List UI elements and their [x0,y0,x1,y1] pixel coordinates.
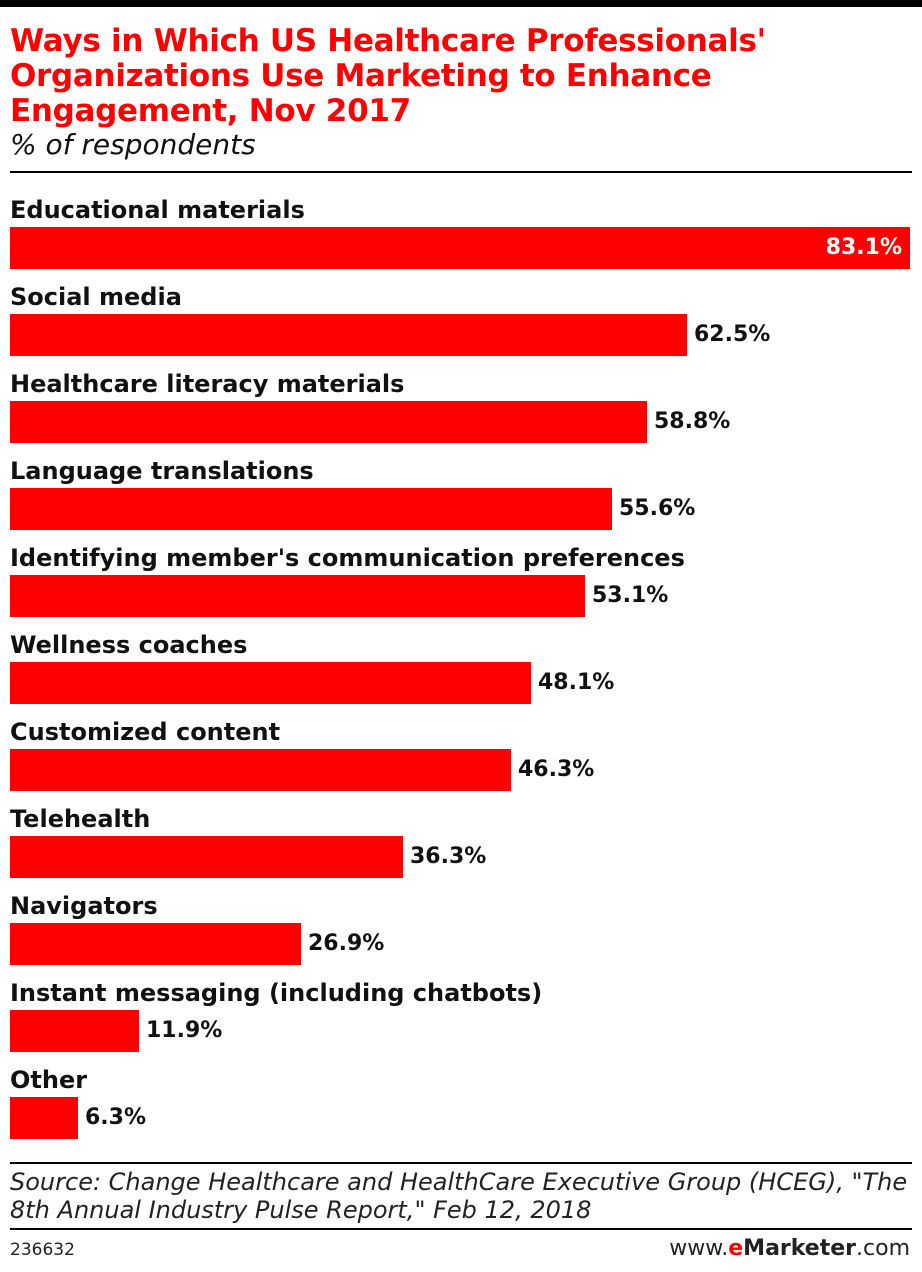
category-label: Identifying member's communication prefe… [10,544,685,572]
bar [10,836,403,878]
category-label: Educational materials [10,196,305,224]
bar [10,314,687,356]
value-label: 11.9% [146,1018,223,1043]
category-label: Customized content [10,718,281,746]
value-label: 48.1% [538,670,615,695]
category-label: Social media [10,283,182,311]
source-note: Source: Change Healthcare and HealthCare… [10,1168,908,1224]
category-label: Instant messaging (including chatbots) [10,979,543,1007]
bar [10,923,301,965]
bottom-divider [10,1228,912,1230]
brand-logo[interactable]: www.eMarketer.com [669,1236,910,1261]
value-label: 53.1% [592,583,669,608]
bar [10,1097,78,1139]
brand-e: e [728,1236,744,1261]
top-rule [0,0,922,7]
header-divider [10,171,912,173]
category-label: Wellness coaches [10,631,248,659]
bar [10,1010,139,1052]
value-label: 46.3% [518,757,595,782]
chart-id: 236632 [10,1240,75,1260]
value-label: 58.8% [654,409,731,434]
bar [10,662,531,704]
value-label: 83.1% [825,235,902,260]
value-label: 6.3% [85,1105,147,1130]
brand-prefix: www. [669,1236,729,1261]
value-label: 62.5% [694,322,771,347]
value-label: 36.3% [410,844,487,869]
value-label: 55.6% [619,496,696,521]
chart-title: Ways in Which US Healthcare Professional… [10,23,766,129]
bar [10,575,585,617]
brand-name: Marketer [743,1236,857,1261]
chart-subtitle: % of respondents [10,128,256,161]
category-label: Language translations [10,457,314,485]
category-label: Telehealth [10,805,151,833]
category-label: Other [10,1066,88,1094]
bar [10,401,647,443]
bar [10,749,511,791]
brand-suffix: .com [856,1236,910,1261]
value-label: 26.9% [308,931,385,956]
category-label: Healthcare literacy materials [10,370,405,398]
bar [10,488,612,530]
category-label: Navigators [10,892,158,920]
bar [10,227,910,269]
footer-divider [10,1162,912,1164]
